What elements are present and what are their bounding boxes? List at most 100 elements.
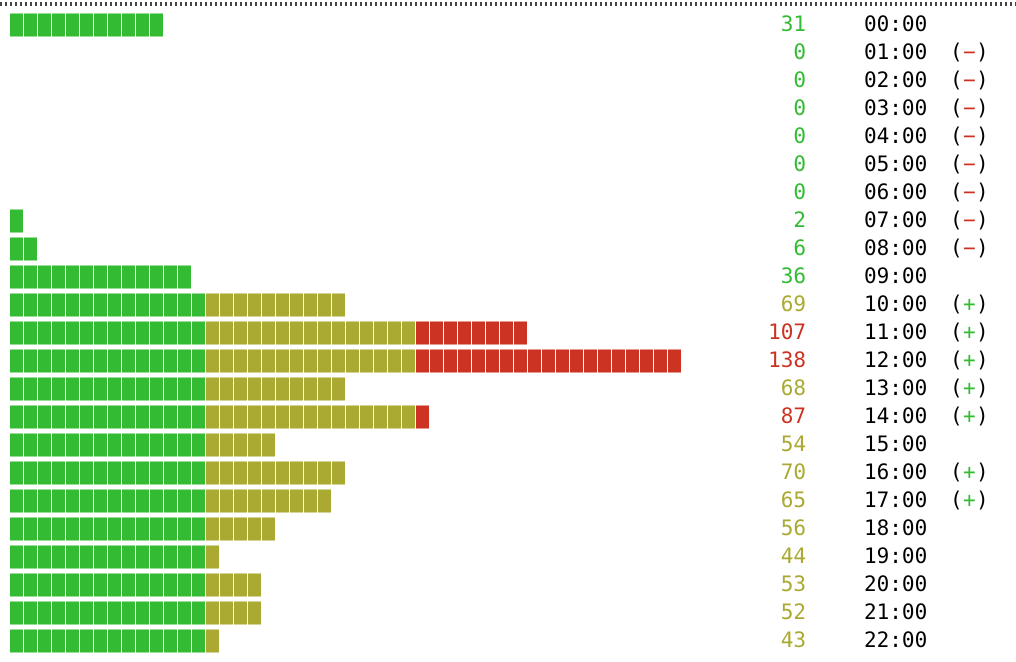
count: 0 [793, 96, 806, 120]
bar-block [10, 545, 23, 569]
bar-block [276, 293, 289, 317]
trend-open: ( [950, 152, 963, 176]
bar-block [472, 349, 485, 373]
bar-block [10, 321, 23, 345]
bar-block [94, 13, 107, 37]
bar-block [192, 349, 205, 373]
trend-open: ( [950, 348, 963, 372]
bar-block [206, 321, 219, 345]
bar-block [80, 405, 93, 429]
bar-block [10, 377, 23, 401]
bar-block [108, 293, 121, 317]
bar-block [220, 349, 233, 373]
bar-block [248, 405, 261, 429]
bar-block [38, 461, 51, 485]
bar-block [262, 489, 275, 513]
bar-block [38, 377, 51, 401]
trend-sign: − [963, 208, 976, 232]
bar-block [136, 13, 149, 37]
count: 52 [781, 600, 806, 624]
bar-block [150, 545, 163, 569]
bar-block [430, 349, 443, 373]
bar-block [206, 433, 219, 457]
bar-block [248, 293, 261, 317]
bar [10, 629, 219, 653]
bar-block [262, 433, 275, 457]
bar-block [220, 601, 233, 625]
bar-block [598, 349, 611, 373]
count: 65 [781, 488, 806, 512]
bar-block [206, 517, 219, 541]
count: 68 [781, 376, 806, 400]
bar-block [66, 349, 79, 373]
bar-block [122, 545, 135, 569]
trend-close: ) [976, 488, 989, 512]
bar-block [38, 573, 51, 597]
bar-block [626, 349, 639, 373]
bar [10, 405, 429, 429]
bar-block [122, 377, 135, 401]
bar-block [52, 293, 65, 317]
trend-open: ( [950, 320, 963, 344]
hour: 07:00 [864, 208, 927, 232]
bar-block [192, 433, 205, 457]
bar-block [80, 629, 93, 653]
bar-block [304, 489, 317, 513]
bar-block [486, 321, 499, 345]
trend-sign: − [963, 236, 976, 260]
bar-block [108, 13, 121, 37]
bar-block [136, 377, 149, 401]
bar-block [388, 349, 401, 373]
bar-block [234, 405, 247, 429]
trend-sign: + [963, 404, 976, 428]
count: 43 [781, 628, 806, 652]
bar-block [290, 349, 303, 373]
bar-block [52, 573, 65, 597]
trend-sign: − [963, 68, 976, 92]
bar-block [374, 405, 387, 429]
bar-block [66, 13, 79, 37]
bar-block [206, 629, 219, 653]
bar-block [66, 321, 79, 345]
bar-block [332, 321, 345, 345]
bar-block [94, 349, 107, 373]
bar-block [24, 433, 37, 457]
bar-block [276, 405, 289, 429]
bar-block [38, 321, 51, 345]
bar-block [290, 489, 303, 513]
bar-block [192, 461, 205, 485]
bar-block [24, 13, 37, 37]
count: 87 [781, 404, 806, 428]
bar-block [94, 433, 107, 457]
bar-block [318, 349, 331, 373]
bar-block [164, 405, 177, 429]
bar-block [178, 517, 191, 541]
bar-block [514, 349, 527, 373]
bar-block [192, 405, 205, 429]
bar-block [150, 321, 163, 345]
bar-block [80, 377, 93, 401]
count: 0 [793, 152, 806, 176]
bar-block [206, 489, 219, 513]
bar-block [220, 405, 233, 429]
bar-block [52, 629, 65, 653]
bar-block [654, 349, 667, 373]
bar-block [318, 405, 331, 429]
bar-block [136, 265, 149, 289]
hour: 03:00 [864, 96, 927, 120]
bar-block [150, 573, 163, 597]
trend-sign: − [963, 40, 976, 64]
trend-close: ) [976, 320, 989, 344]
bar-block [220, 573, 233, 597]
bar-block [38, 293, 51, 317]
bar-block [444, 349, 457, 373]
trend-open: ( [950, 180, 963, 204]
bar-block [108, 573, 121, 597]
bar-block [150, 433, 163, 457]
bar-block [234, 601, 247, 625]
bar-block [374, 349, 387, 373]
count: 70 [781, 460, 806, 484]
bar-block [108, 517, 121, 541]
bar-block [360, 349, 373, 373]
bar-block [192, 629, 205, 653]
